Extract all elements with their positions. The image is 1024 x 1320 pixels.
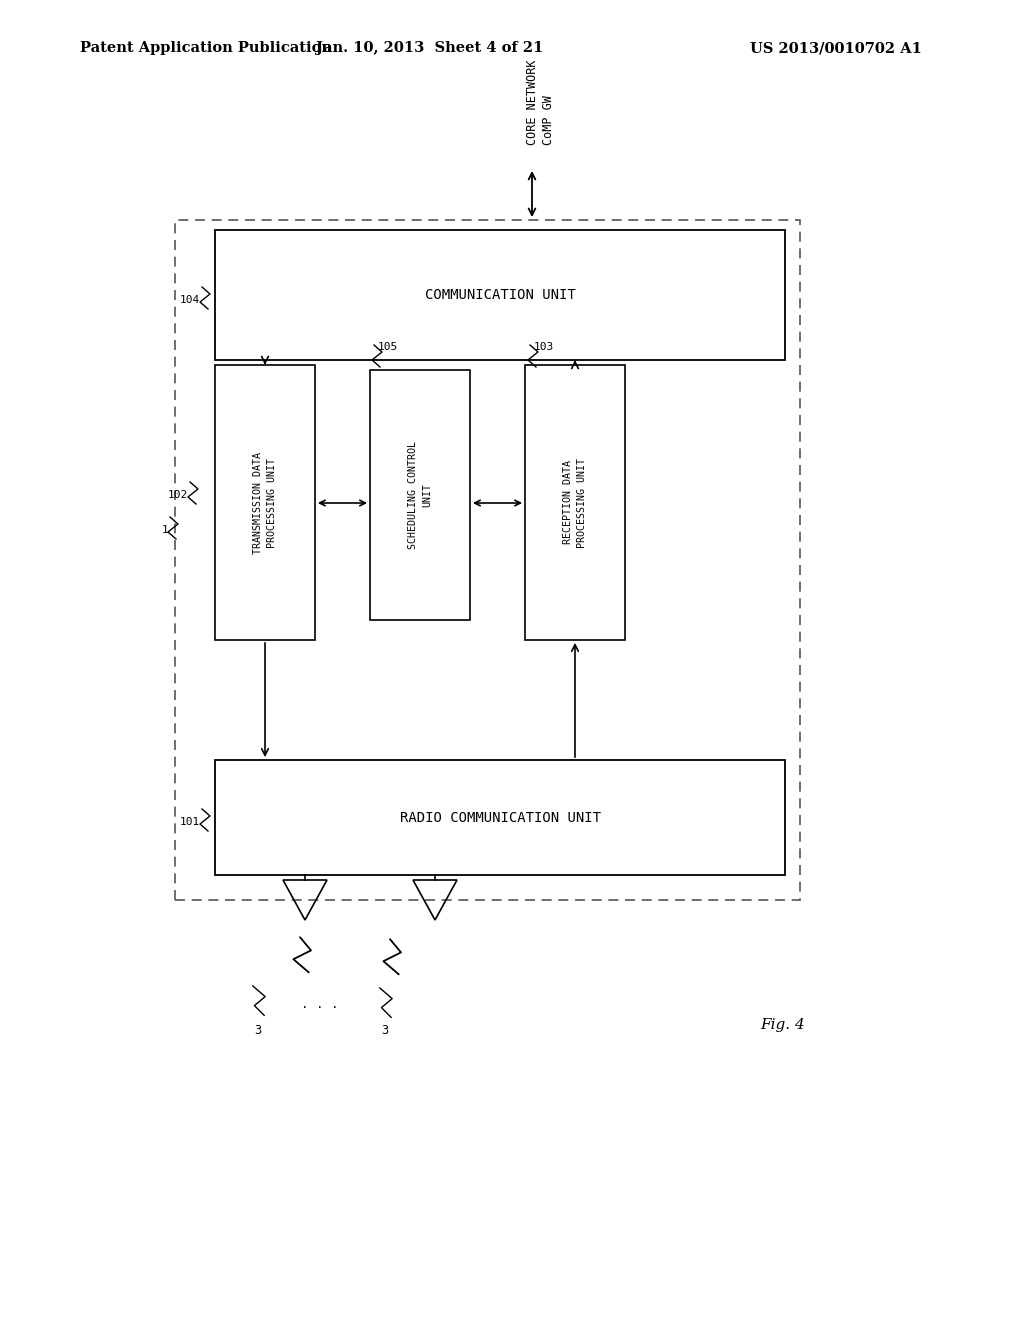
Text: COMMUNICATION UNIT: COMMUNICATION UNIT bbox=[425, 288, 575, 302]
Text: . . .: . . . bbox=[301, 998, 339, 1011]
Bar bbox=[525, 366, 625, 640]
Text: Fig. 4: Fig. 4 bbox=[760, 1018, 805, 1032]
Bar bbox=[215, 230, 785, 360]
Text: 3: 3 bbox=[254, 1024, 261, 1038]
Text: RADIO COMMUNICATION UNIT: RADIO COMMUNICATION UNIT bbox=[399, 810, 600, 825]
Text: CoMP GW: CoMP GW bbox=[542, 95, 555, 145]
Bar bbox=[175, 220, 800, 900]
Text: 1: 1 bbox=[161, 525, 168, 535]
Text: SCHEDULING CONTROL
UNIT: SCHEDULING CONTROL UNIT bbox=[408, 441, 432, 549]
Text: 103: 103 bbox=[534, 342, 554, 352]
Text: CORE NETWORK: CORE NETWORK bbox=[525, 59, 539, 145]
Text: Jan. 10, 2013  Sheet 4 of 21: Jan. 10, 2013 Sheet 4 of 21 bbox=[316, 41, 544, 55]
Text: 102: 102 bbox=[168, 490, 188, 500]
Text: 105: 105 bbox=[378, 342, 398, 352]
Bar bbox=[215, 366, 315, 640]
Bar bbox=[370, 370, 470, 620]
Text: 101: 101 bbox=[180, 817, 200, 828]
Text: RECEPTION DATA
PROCESSING UNIT: RECEPTION DATA PROCESSING UNIT bbox=[563, 458, 587, 548]
Bar bbox=[215, 760, 785, 875]
Text: TRANSMISSION DATA
PROCESSING UNIT: TRANSMISSION DATA PROCESSING UNIT bbox=[253, 451, 278, 553]
Text: 104: 104 bbox=[180, 294, 200, 305]
Text: Patent Application Publication: Patent Application Publication bbox=[80, 41, 332, 55]
Text: US 2013/0010702 A1: US 2013/0010702 A1 bbox=[750, 41, 922, 55]
Text: 3: 3 bbox=[381, 1024, 388, 1038]
